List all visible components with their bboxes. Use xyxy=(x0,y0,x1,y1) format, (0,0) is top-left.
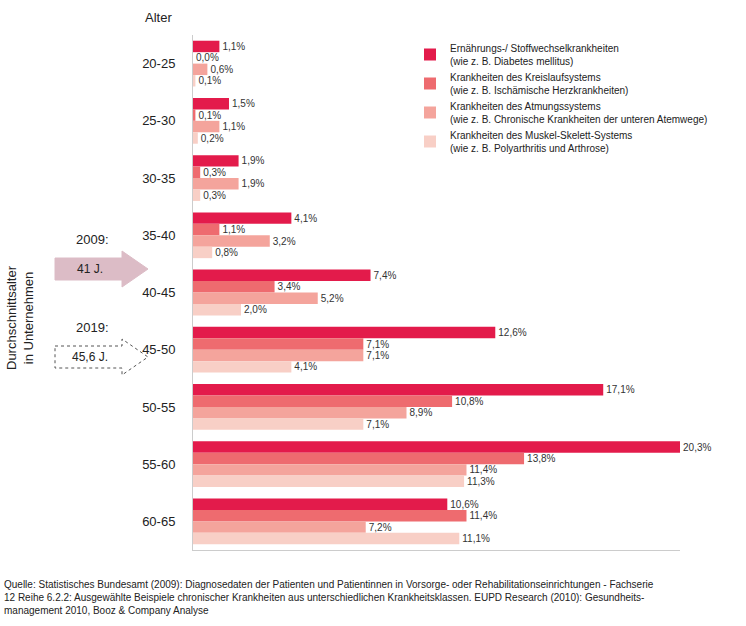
svg-text:7,1%: 7,1% xyxy=(366,419,389,430)
svg-text:12,6%: 12,6% xyxy=(498,327,526,338)
svg-text:25-30: 25-30 xyxy=(142,113,175,128)
svg-text:7,4%: 7,4% xyxy=(374,270,397,281)
svg-text:10,6%: 10,6% xyxy=(450,499,478,510)
svg-text:Durchschnittsalterin Unternehm: Durchschnittsalterin Unternehmen xyxy=(4,265,36,370)
svg-text:5,2%: 5,2% xyxy=(321,293,344,304)
svg-text:8,9%: 8,9% xyxy=(410,407,433,418)
svg-text:2009:: 2009: xyxy=(76,232,109,247)
svg-text:2019:: 2019: xyxy=(76,320,109,335)
svg-text:20-25: 20-25 xyxy=(142,56,175,71)
svg-text:7,1%: 7,1% xyxy=(366,339,389,350)
svg-text:0,3%: 0,3% xyxy=(203,167,226,178)
svg-text:45-50: 45-50 xyxy=(142,342,175,357)
svg-text:1,9%: 1,9% xyxy=(242,155,265,166)
svg-text:Krankheiten des Atmungssystems: Krankheiten des Atmungssystems(wie z. B.… xyxy=(450,101,707,125)
svg-text:60-65: 60-65 xyxy=(142,514,175,529)
svg-text:Ernährungs-/ Stoffwechselkrank: Ernährungs-/ Stoffwechselkrankheiten(wie… xyxy=(450,43,619,67)
svg-text:35-40: 35-40 xyxy=(142,228,175,243)
svg-text:50-55: 50-55 xyxy=(142,399,175,414)
svg-text:0,3%: 0,3% xyxy=(203,190,226,201)
svg-text:0,8%: 0,8% xyxy=(215,247,238,258)
svg-text:0,1%: 0,1% xyxy=(198,110,221,121)
svg-text:20,3%: 20,3% xyxy=(683,442,711,453)
svg-text:0,2%: 0,2% xyxy=(201,133,224,144)
html-text:Quelle: Statistisches Bundesam: Quelle: Statistisches Bundesamt (2009): … xyxy=(4,579,654,616)
svg-text:Alter: Alter xyxy=(145,10,172,25)
svg-text:1,1%: 1,1% xyxy=(222,121,245,132)
svg-text:1,1%: 1,1% xyxy=(222,41,245,52)
svg-text:11,3%: 11,3% xyxy=(467,476,495,487)
svg-text:0,6%: 0,6% xyxy=(210,64,233,75)
svg-text:17,1%: 17,1% xyxy=(606,384,634,395)
svg-text:4,1%: 4,1% xyxy=(294,213,317,224)
svg-text:3,4%: 3,4% xyxy=(278,281,301,292)
svg-text:4,1%: 4,1% xyxy=(294,361,317,372)
svg-text:40-45: 40-45 xyxy=(142,285,175,300)
svg-text:1,1%: 1,1% xyxy=(222,224,245,235)
svg-text:11,4%: 11,4% xyxy=(469,510,497,521)
svg-text:11,1%: 11,1% xyxy=(462,533,490,544)
svg-text:Krankheiten des Muskel-Skelett: Krankheiten des Muskel-Skelett-Systems(w… xyxy=(450,130,632,154)
svg-text:13,8%: 13,8% xyxy=(527,453,555,464)
svg-text:1,9%: 1,9% xyxy=(242,178,265,189)
svg-text:1,5%: 1,5% xyxy=(232,98,255,109)
svg-text:Krankheiten des Kreislaufsyste: Krankheiten des Kreislaufsystems(wie z. … xyxy=(450,72,628,96)
svg-text:0,0%: 0,0% xyxy=(196,52,219,63)
svg-text:3,2%: 3,2% xyxy=(273,236,296,247)
svg-text:0,1%: 0,1% xyxy=(198,75,221,86)
svg-text:7,2%: 7,2% xyxy=(369,522,392,533)
svg-text:10,8%: 10,8% xyxy=(455,396,483,407)
svg-text:11,4%: 11,4% xyxy=(469,464,497,475)
svg-text:30-35: 30-35 xyxy=(142,171,175,186)
svg-text:45,6 J.: 45,6 J. xyxy=(72,350,108,364)
svg-text:41 J.: 41 J. xyxy=(77,262,103,276)
svg-text:55-60: 55-60 xyxy=(142,457,175,472)
svg-text:7,1%: 7,1% xyxy=(366,350,389,361)
svg-text:2,0%: 2,0% xyxy=(244,304,267,315)
